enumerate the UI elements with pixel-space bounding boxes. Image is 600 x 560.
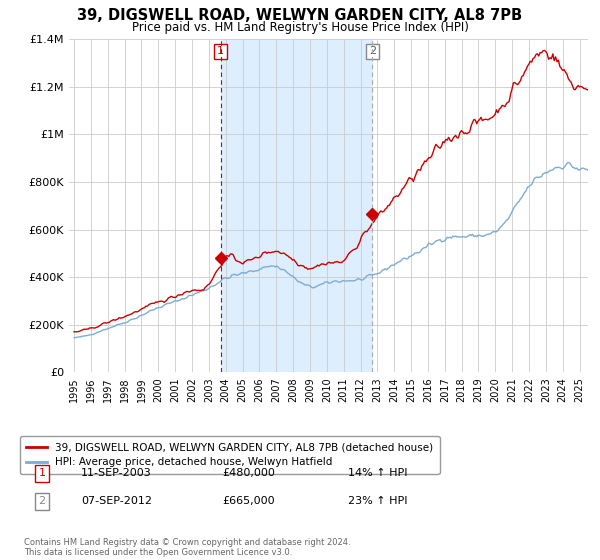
Legend: 39, DIGSWELL ROAD, WELWYN GARDEN CITY, AL8 7PB (detached house), HPI: Average pr: 39, DIGSWELL ROAD, WELWYN GARDEN CITY, A… [20,436,440,474]
Text: 39, DIGSWELL ROAD, WELWYN GARDEN CITY, AL8 7PB: 39, DIGSWELL ROAD, WELWYN GARDEN CITY, A… [77,8,523,24]
Bar [221,39,373,372]
Text: 1: 1 [217,46,224,57]
Text: 1: 1 [38,468,46,478]
Text: 07-SEP-2012: 07-SEP-2012 [81,496,152,506]
Text: Contains HM Land Registry data © Crown copyright and database right 2024.
This d: Contains HM Land Registry data © Crown c… [24,538,350,557]
Text: £665,000: £665,000 [222,496,275,506]
Text: 2: 2 [38,496,46,506]
Text: £480,000: £480,000 [222,468,275,478]
Text: 14% ↑ HPI: 14% ↑ HPI [348,468,407,478]
Text: 23% ↑ HPI: 23% ↑ HPI [348,496,407,506]
Text: 2: 2 [369,46,376,57]
Text: 11-SEP-2003: 11-SEP-2003 [81,468,152,478]
Text: Price paid vs. HM Land Registry's House Price Index (HPI): Price paid vs. HM Land Registry's House … [131,21,469,34]
